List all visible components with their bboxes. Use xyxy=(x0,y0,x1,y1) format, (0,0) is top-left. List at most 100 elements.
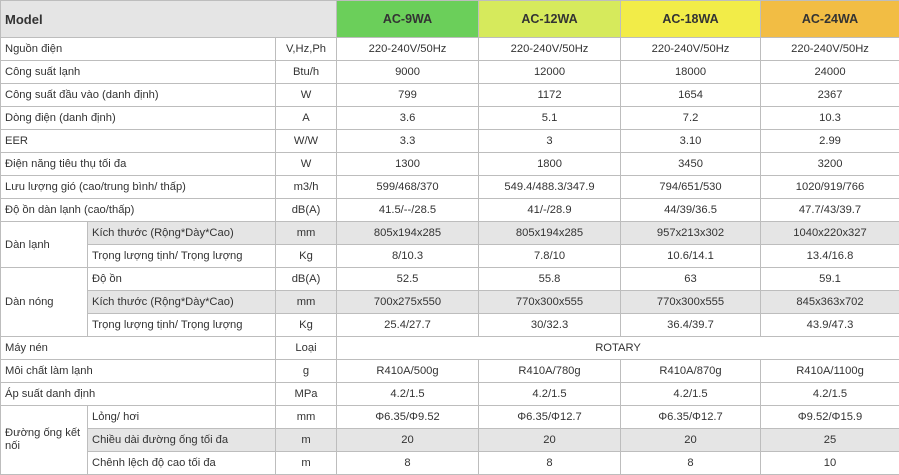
table-row: Lưu lượng gió (cao/trung bình/ thấp) m3/… xyxy=(0,175,899,199)
row-label: Điện năng tiêu thụ tối đa xyxy=(0,152,276,176)
cell-value: 220-240V/50Hz xyxy=(620,37,762,61)
table-row: Áp suất danh định MPa 4.2/1.5 4.2/1.5 4.… xyxy=(0,382,899,406)
cell-value: 770x300x555 xyxy=(620,290,762,314)
row-unit: Kg xyxy=(274,244,338,268)
cell-value: 8/10.3 xyxy=(336,244,480,268)
table-row: EER W/W 3.3 3 3.10 2.99 xyxy=(0,129,899,153)
table-row: Nguồn điện V,Hz,Ph 220-240V/50Hz 220-240… xyxy=(0,37,899,61)
cell-value: Φ9.52/Φ15.9 xyxy=(760,405,899,429)
cell-value: 4.2/1.5 xyxy=(478,382,622,406)
model-ac-9wa: AC-9WA xyxy=(336,0,480,38)
cell-value: 25 xyxy=(760,428,899,452)
row-unit: m xyxy=(274,428,338,452)
cell-value: 1300 xyxy=(336,152,480,176)
cell-value: 5.1 xyxy=(478,106,622,130)
cell-value: 599/468/370 xyxy=(336,175,480,199)
cell-value: 30/32.3 xyxy=(478,313,622,337)
model-ac-24wa: AC-24WA xyxy=(760,0,899,38)
row-label: Kích thước (Rộng*Dày*Cao) xyxy=(87,290,276,314)
cell-value: 47.7/43/39.7 xyxy=(760,198,899,222)
row-unit: mm xyxy=(274,405,338,429)
row-label: Áp suất danh định xyxy=(0,382,276,406)
cell-value: 3.10 xyxy=(620,129,762,153)
cell-value: 220-240V/50Hz xyxy=(478,37,622,61)
cell-value: 220-240V/50Hz xyxy=(760,37,899,61)
cell-value: 3.3 xyxy=(336,129,480,153)
model-label: Model xyxy=(0,0,338,38)
table-row: Trọng lượng tịnh/ Trọng lượng Kg 25.4/27… xyxy=(1,313,899,337)
cell-value: 20 xyxy=(620,428,762,452)
cell-value: 220-240V/50Hz xyxy=(336,37,480,61)
row-unit: W xyxy=(274,152,338,176)
row-label: Trọng lượng tịnh/ Trọng lượng xyxy=(87,244,276,268)
cell-value: 4.2/1.5 xyxy=(620,382,762,406)
cell-value: 4.2/1.5 xyxy=(336,382,480,406)
compressor-type: ROTARY xyxy=(336,336,899,360)
cell-value: 9000 xyxy=(336,60,480,84)
row-label: Chiều dài đường ống tối đa xyxy=(87,428,276,452)
cell-value: 700x275x550 xyxy=(336,290,480,314)
cell-value: R410A/500g xyxy=(336,359,480,383)
cell-value: R410A/870g xyxy=(620,359,762,383)
cell-value: 52.5 xyxy=(336,267,480,291)
row-label: Trọng lượng tịnh/ Trọng lượng xyxy=(87,313,276,337)
cell-value: 55.8 xyxy=(478,267,622,291)
cell-value: 44/39/36.5 xyxy=(620,198,762,222)
cell-value: 3450 xyxy=(620,152,762,176)
cell-value: Φ6.35/Φ12.7 xyxy=(620,405,762,429)
row-label: Dòng điện (danh định) xyxy=(0,106,276,130)
group-dan-lanh: Dàn lạnh xyxy=(0,221,88,268)
row-label: Lỏng/ hơi xyxy=(87,405,276,429)
cell-value: 10.6/14.1 xyxy=(620,244,762,268)
table-row: Đường ống kết nối Lỏng/ hơi mm Φ6.35/Φ9.… xyxy=(0,405,899,475)
cell-value: 13.4/16.8 xyxy=(760,244,899,268)
row-label: Công suất đầu vào (danh định) xyxy=(0,83,276,107)
cell-value: 20 xyxy=(478,428,622,452)
row-unit: Kg xyxy=(274,313,338,337)
row-label: Kích thước (Rộng*Dày*Cao) xyxy=(87,221,276,245)
row-label: EER xyxy=(0,129,276,153)
cell-value: 794/651/530 xyxy=(620,175,762,199)
model-ac-18wa: AC-18WA xyxy=(620,0,762,38)
row-unit: Btu/h xyxy=(274,60,338,84)
cell-value: 20 xyxy=(336,428,480,452)
row-unit: m3/h xyxy=(274,175,338,199)
cell-value: 7.8/10 xyxy=(478,244,622,268)
cell-value: 1040x220x327 xyxy=(760,221,899,245)
cell-value: 24000 xyxy=(760,60,899,84)
cell-value: 799 xyxy=(336,83,480,107)
table-row: Điện năng tiêu thụ tối đa W 1300 1800 34… xyxy=(0,152,899,176)
cell-value: 36.4/39.7 xyxy=(620,313,762,337)
cell-value: 12000 xyxy=(478,60,622,84)
table-row: Môi chất làm lạnh g R410A/500g R410A/780… xyxy=(0,359,899,383)
cell-value: 43.9/47.3 xyxy=(760,313,899,337)
table-row: Công suất đầu vào (danh định) W 799 1172… xyxy=(0,83,899,107)
cell-value: 2367 xyxy=(760,83,899,107)
cell-value: R410A/1100g xyxy=(760,359,899,383)
table-row: Độ ồn dàn lạnh (cao/thấp) dB(A) 41.5/--/… xyxy=(0,198,899,222)
row-unit: mm xyxy=(274,221,338,245)
cell-value: 8 xyxy=(336,451,480,475)
cell-value: 10.3 xyxy=(760,106,899,130)
cell-value: 957x213x302 xyxy=(620,221,762,245)
cell-value: 1800 xyxy=(478,152,622,176)
row-unit: Loại xyxy=(274,336,338,360)
table-row: Công suất lạnh Btu/h 9000 12000 18000 24… xyxy=(0,60,899,84)
cell-value: 63 xyxy=(620,267,762,291)
table-row: Máy nén Loại ROTARY xyxy=(0,336,899,360)
row-label: Máy nén xyxy=(0,336,276,360)
row-unit: W/W xyxy=(274,129,338,153)
table-row: Chiều dài đường ống tối đa m 20 20 20 25 xyxy=(1,428,899,452)
cell-value: Φ6.35/Φ9.52 xyxy=(336,405,480,429)
cell-value: 18000 xyxy=(620,60,762,84)
cell-value: R410A/780g xyxy=(478,359,622,383)
row-unit: mm xyxy=(274,290,338,314)
row-unit: W xyxy=(274,83,338,107)
table-row: Dòng điện (danh định) A 3.6 5.1 7.2 10.3 xyxy=(0,106,899,130)
group-duong-ong: Đường ống kết nối xyxy=(0,405,88,475)
cell-value: 25.4/27.7 xyxy=(336,313,480,337)
table-row: Chênh lệch độ cao tối đa m 8 8 8 10 xyxy=(1,451,899,475)
cell-value: 1172 xyxy=(478,83,622,107)
cell-value: 41/-/28.9 xyxy=(478,198,622,222)
cell-value: 1020/919/766 xyxy=(760,175,899,199)
